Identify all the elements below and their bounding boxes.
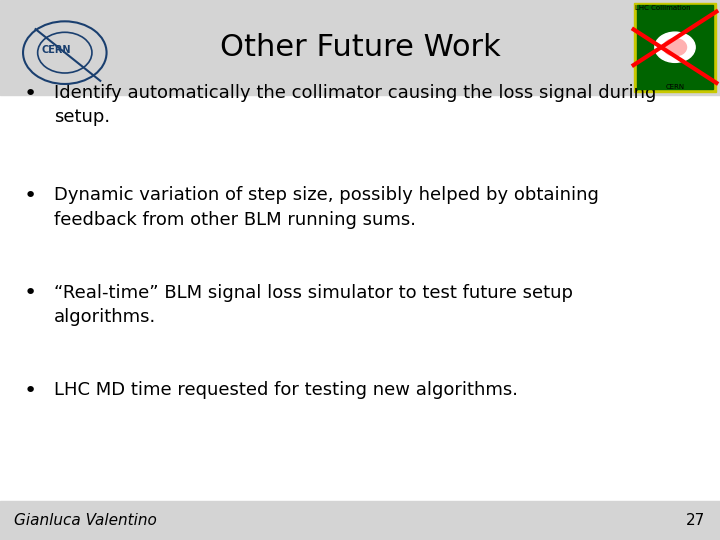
Bar	[637, 5, 713, 89]
Text: •: •	[24, 84, 37, 104]
Text: Other Future Work: Other Future Work	[220, 33, 500, 62]
Bar	[0, 0, 720, 94]
Text: •: •	[24, 186, 37, 206]
Text: Dynamic variation of step size, possibly helped by obtaining
feedback from other: Dynamic variation of step size, possibly…	[54, 186, 599, 228]
Text: Identify automatically the collimator causing the loss signal during
setup.: Identify automatically the collimator ca…	[54, 84, 657, 126]
Text: CERN: CERN	[665, 84, 685, 90]
Circle shape	[664, 39, 687, 56]
Text: Gianluca Valentino: Gianluca Valentino	[14, 513, 157, 528]
Circle shape	[655, 32, 696, 62]
Text: •: •	[24, 284, 37, 303]
Text: CERN: CERN	[42, 44, 71, 55]
Text: LHC Collimation: LHC Collimation	[635, 5, 690, 11]
Text: •: •	[24, 381, 37, 401]
Bar	[0, 501, 720, 540]
Text: “Real-time” BLM signal loss simulator to test future setup
algorithms.: “Real-time” BLM signal loss simulator to…	[54, 284, 573, 326]
Text: LHC MD time requested for testing new algorithms.: LHC MD time requested for testing new al…	[54, 381, 518, 399]
Text: 27: 27	[686, 513, 706, 528]
Bar	[634, 3, 716, 92]
